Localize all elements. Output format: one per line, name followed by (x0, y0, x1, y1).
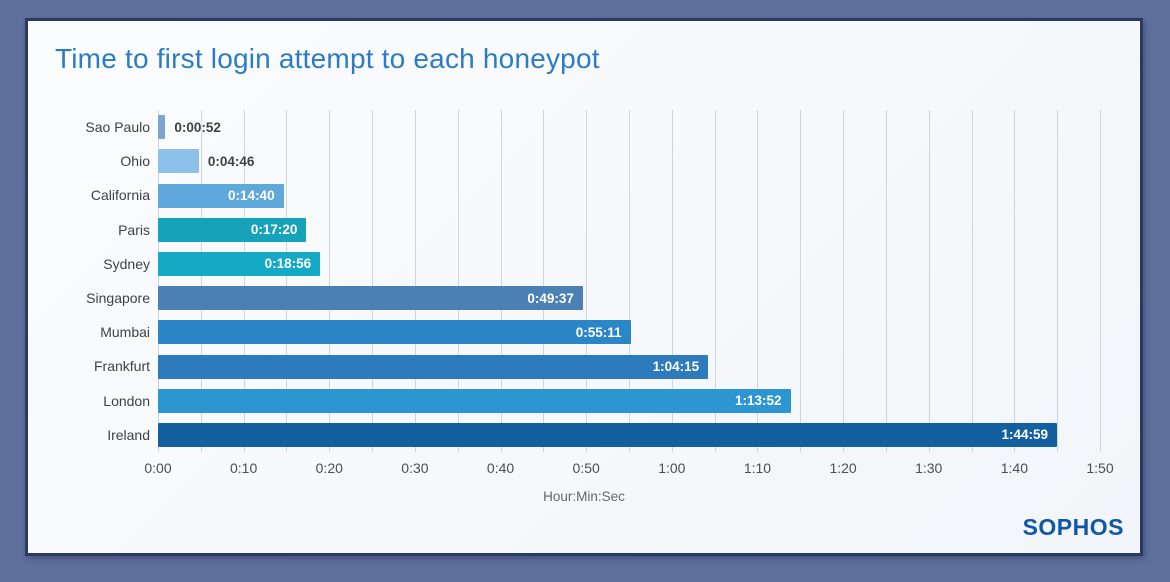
bar-value-label: 0:18:56 (264, 256, 312, 272)
bar-ireland: 1:44:59 (158, 422, 1058, 447)
gridline (928, 110, 930, 452)
gridline (971, 110, 973, 452)
category-label-paris: Paris (118, 221, 150, 238)
x-tick-label: 0:00 (144, 460, 172, 476)
bar-value-label: 0:55:11 (575, 324, 622, 340)
x-tick-label: 0:40 (486, 460, 515, 476)
bar-value-label: 1:04:15 (652, 359, 700, 374)
gridline (286, 110, 288, 452)
gridline (372, 110, 374, 452)
bar-frankfurt: 1:04:15 (158, 354, 709, 379)
plot-area: 0:00:52 0:04:46 0:14:40 0:17:20 0:18:56 0:49:… (158, 110, 1101, 452)
x-tick-label: 1:50 (1086, 460, 1114, 476)
gridline (414, 110, 416, 452)
x-axis-ticks: 0:00 0:10 0:20 0:30 0:40 0:50 1:00 1:10 1:20 1:30… (144, 460, 1113, 478)
bar-row: 1:44:59 (158, 422, 1100, 447)
x-tick-label: 1:30 (915, 460, 943, 476)
category-label-sydney: Sydney (103, 255, 150, 272)
x-tick-label: 1:40 (1000, 460, 1028, 476)
chart-card: Time to first login attempt to each hone… (25, 18, 1143, 556)
x-tick-label: 1:00 (658, 460, 686, 476)
gridline (543, 110, 545, 452)
category-label-ohio: Ohio (120, 153, 150, 170)
bar-mumbai: 0:55:11 (158, 320, 631, 345)
gridline (885, 110, 887, 452)
category-label-frankfurt: Frankfurt (93, 358, 150, 375)
bar-california: 0:14:40 (158, 183, 284, 208)
gridline (457, 110, 459, 452)
bar-value-label: 0:00:52 (174, 119, 221, 135)
bar-sao-paulo (158, 115, 166, 140)
bar-row: 0:00:52 (158, 115, 1100, 140)
gridline (1014, 110, 1016, 452)
gridline (329, 110, 331, 452)
category-axis: Sao Paulo Ohio California Paris Sydney Singap… (28, 110, 150, 452)
bar-row: 0:14:40 (158, 183, 1100, 208)
gridline (500, 110, 502, 452)
bar-value-label: 0:04:46 (207, 153, 255, 169)
gridline (1057, 110, 1059, 452)
x-tick-label: 0:10 (230, 460, 258, 476)
category-label-ireland: Ireland (107, 426, 150, 443)
gridline (757, 110, 759, 452)
gridline (800, 110, 802, 452)
bar-row: 0:55:11 (158, 320, 1100, 345)
category-label-mumbai: Mumbai (100, 324, 150, 341)
bar-value-label: 0:14:40 (228, 188, 275, 203)
bar-london: 1:13:52 (158, 388, 791, 413)
gridline (714, 110, 716, 452)
gridline (158, 110, 159, 452)
bar-ohio (158, 149, 199, 174)
gridline (629, 110, 630, 452)
gridline (671, 110, 673, 452)
bar-row: 1:04:15 (158, 354, 1100, 379)
bar-value-label: 1:44:59 (1001, 427, 1049, 443)
bar-value-label: 0:49:37 (527, 290, 574, 306)
bar-row: 0:04:46 (158, 149, 1100, 174)
bar-singapore: 0:49:37 (158, 286, 583, 311)
gridline (1100, 110, 1101, 452)
gridline (243, 110, 245, 452)
gridline (843, 110, 845, 452)
category-label-sao-paulo: Sao Paulo (85, 119, 150, 136)
x-axis-label: Hour:Min:Sec (543, 489, 625, 504)
bar-row: 0:17:20 (158, 217, 1100, 242)
x-tick-label: 0:50 (572, 460, 600, 476)
bar-row: 0:49:37 (158, 286, 1100, 311)
x-tick-label: 0:20 (315, 460, 343, 476)
bar-value-label: 0:17:20 (250, 222, 298, 238)
gridline (586, 110, 588, 452)
bar-value-label: 1:13:52 (735, 393, 782, 409)
x-tick-label: 1:20 (829, 460, 857, 476)
bar-row: 1:13:52 (158, 388, 1100, 413)
gridline (200, 110, 202, 452)
category-label-singapore: Singapore (86, 290, 150, 307)
x-tick-label: 0:30 (401, 460, 429, 476)
chart-title: Time to first login attempt to each hone… (55, 43, 600, 74)
bar-paris: 0:17:20 (158, 217, 307, 242)
bar-sydney: 0:18:56 (158, 251, 321, 276)
category-label-london: London (103, 392, 150, 409)
bar-row: 0:18:56 (158, 251, 1100, 276)
x-tick-label: 1:10 (743, 460, 772, 476)
sophos-logo: SOPHOS (1022, 514, 1124, 540)
category-label-california: California (90, 187, 150, 204)
